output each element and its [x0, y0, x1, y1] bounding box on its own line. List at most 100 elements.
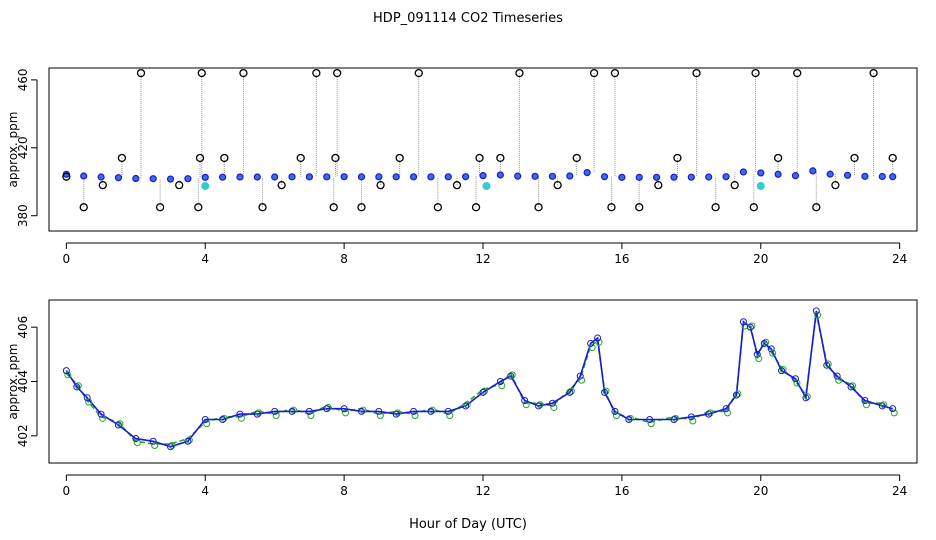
top-co2-point	[149, 175, 157, 183]
bottom-green-point	[814, 311, 822, 319]
bottom-green-point	[151, 441, 159, 449]
top-flag-point	[534, 203, 543, 212]
bottom-blue-point	[687, 413, 695, 421]
bottom-green-point	[762, 338, 770, 346]
bottom-blue-point	[601, 388, 609, 396]
bottom-blue-point	[462, 402, 470, 410]
bottom-green-point	[394, 409, 402, 417]
top-flag-point	[673, 153, 682, 163]
top-co2-point	[271, 173, 279, 181]
bottom-x-tick-label: 12	[475, 484, 490, 498]
bottom-blue-point	[732, 391, 740, 399]
bottom-green-point	[272, 412, 280, 420]
top-co2-point	[305, 173, 313, 181]
bottom-blue-point	[576, 372, 584, 380]
bottom-x-tick-label: 16	[614, 484, 629, 498]
bottom-blue-point	[566, 388, 574, 396]
bottom-blue-point	[778, 367, 786, 375]
top-flag-point	[333, 68, 342, 78]
top-calibration-point	[201, 182, 210, 191]
top-co2-point	[132, 174, 140, 183]
bottom-blue-point	[802, 394, 810, 402]
top-flag-point	[331, 153, 340, 163]
bottom-blue-point	[670, 416, 678, 424]
bottom-blue-point	[357, 407, 365, 415]
bottom-green-point	[803, 393, 811, 401]
bottom-blue-point	[62, 367, 70, 375]
bottom-blue-point	[535, 402, 543, 410]
bottom-green-point	[376, 412, 384, 420]
top-co2-point	[514, 172, 522, 180]
top-flag-point	[197, 68, 206, 78]
top-calibration-point	[482, 182, 491, 191]
figure-title: HDP_091114 CO2 Timeseries	[373, 11, 563, 26]
bottom-blue-point	[83, 394, 91, 402]
top-co2-point	[791, 172, 800, 180]
top-co2-point	[219, 173, 227, 181]
bottom-green-point	[550, 403, 558, 411]
top-flag-point	[793, 68, 802, 78]
top-co2-point	[826, 170, 834, 178]
bottom-blue-point	[132, 435, 140, 443]
bottom-blue-point	[479, 388, 487, 396]
bottom-green-point	[671, 414, 679, 422]
bottom-green-point	[324, 403, 332, 411]
bottom-green-point	[220, 414, 228, 422]
top-co2-point	[722, 173, 730, 181]
top-flag-point	[711, 203, 720, 212]
top-co2-point	[97, 173, 105, 181]
top-x-tick-label: 0	[63, 252, 71, 266]
bottom-blue-point	[548, 399, 556, 407]
bottom-green-point	[595, 338, 603, 346]
top-flag-point	[751, 68, 760, 78]
top-co2-point	[166, 175, 175, 183]
top-flag-point	[589, 68, 599, 78]
bottom-green-point	[626, 414, 634, 422]
top-co2-point	[375, 173, 383, 181]
bottom-green-point	[602, 387, 610, 395]
top-flag-point	[258, 203, 267, 212]
bottom-green-point	[307, 412, 315, 420]
bottom-blue-point	[791, 375, 799, 383]
top-co2-point	[340, 173, 348, 181]
bottom-blue-point	[611, 407, 619, 415]
bottom-plot-frame	[48, 299, 918, 464]
top-calibration-point	[756, 182, 765, 191]
bottom-blue-point	[753, 350, 761, 358]
bottom-blue-point	[496, 378, 504, 385]
bottom-green-point	[779, 365, 787, 373]
bottom-blue-point	[236, 410, 244, 418]
bottom-green-point	[567, 387, 575, 395]
bottom-blue-line	[65, 310, 893, 448]
top-flag-point	[194, 203, 203, 212]
bottom-blue-point	[646, 416, 654, 424]
bottom-blue-point	[625, 416, 633, 424]
top-flag-point	[395, 153, 404, 163]
top-co2-point	[496, 171, 504, 179]
top-flag-point	[62, 172, 71, 181]
top-co2-point	[444, 173, 452, 181]
bottom-blue-point	[746, 323, 754, 331]
bottom-blue-point	[878, 402, 886, 410]
top-co2-point	[531, 172, 539, 180]
bottom-blue-point	[392, 410, 400, 418]
top-flag-point	[553, 181, 562, 190]
top-flag-point	[572, 153, 581, 163]
bottom-green-point	[578, 376, 586, 384]
top-co2-point	[635, 173, 643, 181]
bottom-green-point	[428, 406, 436, 414]
top-co2-point	[479, 172, 487, 180]
bottom-blue-point	[767, 345, 775, 353]
top-co2-point	[687, 173, 695, 181]
top-flag-point	[749, 203, 758, 212]
bottom-green-point	[411, 412, 419, 420]
top-flag-point	[414, 68, 423, 78]
bottom-blue-point	[705, 410, 713, 418]
top-flag-point	[155, 203, 165, 212]
bottom-green-point	[612, 412, 620, 420]
bottom-green-point	[168, 441, 176, 449]
bottom-green-point	[290, 406, 298, 414]
top-y-tick-label: 380	[16, 204, 30, 227]
top-co2-point	[757, 169, 765, 177]
